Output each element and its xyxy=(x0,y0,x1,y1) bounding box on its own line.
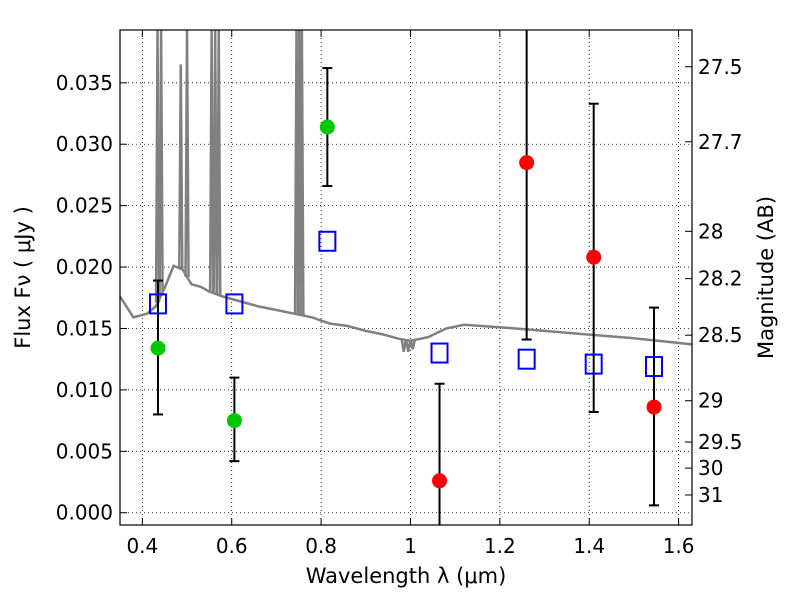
x-tick-label: 0.6 xyxy=(216,534,248,558)
y2-tick-label: 30 xyxy=(698,456,723,480)
spectrum-emission-line xyxy=(212,29,218,294)
model-point xyxy=(517,348,536,370)
y2-tick-label: 31 xyxy=(698,483,723,507)
data-point xyxy=(519,155,535,171)
spectrum-absorption-dip xyxy=(409,340,416,350)
spectrum-absorption-dip xyxy=(405,340,412,353)
y2-tick-label: 29.5 xyxy=(698,430,743,454)
model-point xyxy=(430,342,449,364)
x-tick-label: 0.8 xyxy=(305,534,337,558)
data-point xyxy=(586,249,602,265)
plot-frame xyxy=(119,29,693,526)
spectrum-emission-line xyxy=(184,29,190,277)
data-point xyxy=(319,119,335,135)
y-tick-label: 0.010 xyxy=(56,378,113,402)
y2-tick-label: 28.2 xyxy=(698,267,743,291)
data-point xyxy=(646,399,662,415)
y-tick-label: 0.005 xyxy=(56,439,113,463)
y2-tick-label: 28.5 xyxy=(698,323,743,347)
model-point xyxy=(148,293,167,315)
y-tick-label: 0.015 xyxy=(56,316,113,340)
x-tick-label: 1 xyxy=(404,534,417,558)
y-axis-label: Flux Fν ( μJy ) xyxy=(11,206,35,349)
y2-tick-label: 27.7 xyxy=(698,130,743,154)
spectrum-emission-line xyxy=(178,64,184,269)
data-point xyxy=(432,473,448,489)
spectrum-emission-line xyxy=(299,29,305,316)
spectrum-emission-line xyxy=(216,29,222,296)
spectrum-emission-line xyxy=(158,29,164,296)
model-point xyxy=(645,356,664,378)
x-tick-label: 0.4 xyxy=(126,534,158,558)
y2-tick-label: 28 xyxy=(698,219,723,243)
y-tick-label: 0.020 xyxy=(56,255,113,279)
model-spectrum xyxy=(118,29,693,353)
data-point xyxy=(150,340,166,356)
x-tick-label: 1.6 xyxy=(663,534,695,558)
model-point xyxy=(584,353,603,375)
grid-lines xyxy=(120,30,692,525)
y-tick-label: 0.030 xyxy=(56,132,113,156)
model-point xyxy=(318,230,337,252)
error-bars xyxy=(152,30,660,525)
x-axis-label: Wavelength λ (μm) xyxy=(306,564,507,588)
spectrum-emission-line xyxy=(208,29,215,293)
data-point xyxy=(226,413,242,429)
spectrum-absorption-dip xyxy=(400,339,407,353)
y2-axis-label: Magnitude (AB) xyxy=(754,196,778,359)
data-markers xyxy=(148,119,664,489)
model-point xyxy=(225,293,244,315)
spectrum-continuum xyxy=(118,264,693,346)
x-tick-label: 1.2 xyxy=(484,534,516,558)
y-tick-label: 0.025 xyxy=(56,194,113,218)
axis-ticks: 0.4 0.6 0.8 1 1.2 1.4 1.6 0.000 0.005 0.010 0.015 0… xyxy=(56,30,743,558)
x-tick-label: 1.4 xyxy=(573,534,605,558)
y-tick-label: 0.000 xyxy=(56,501,113,525)
y2-tick-label: 27.5 xyxy=(698,55,743,79)
y-tick-label: 0.035 xyxy=(56,71,113,95)
y2-tick-label: 29 xyxy=(698,389,723,413)
